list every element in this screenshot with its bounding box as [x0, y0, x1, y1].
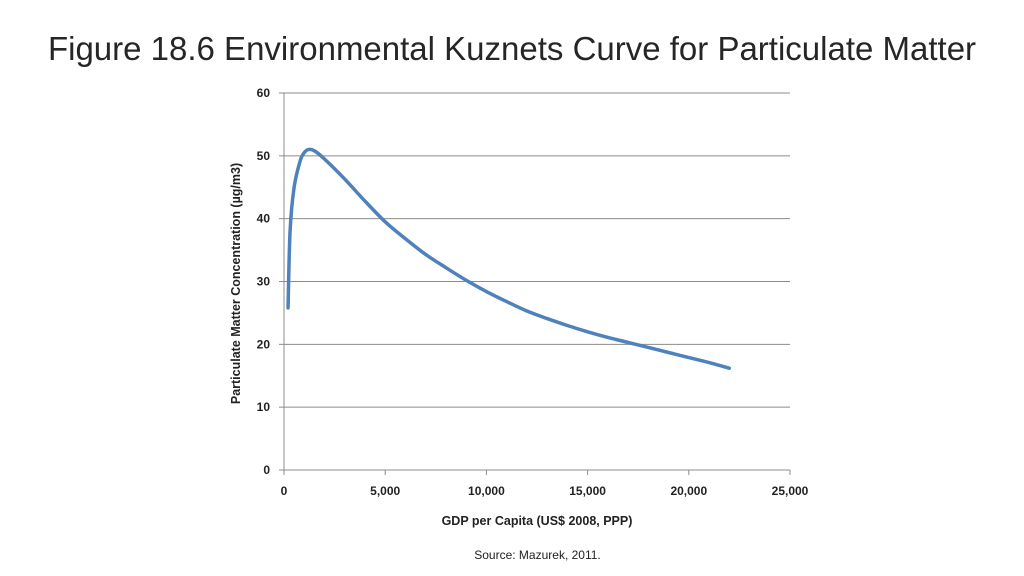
- x-tick-label: 5,000: [370, 484, 400, 498]
- series-group: [286, 147, 732, 370]
- x-tick-label: 15,000: [569, 484, 606, 498]
- y-tick-label: 0: [263, 463, 270, 477]
- y-axis-title: Particulate Matter Concentration (µg/m3): [229, 163, 243, 404]
- y-tick-labels: 0 10 20 30 40 50 60: [257, 86, 271, 477]
- y-tick-label: 50: [257, 149, 271, 163]
- y-tick-label: 20: [257, 337, 271, 351]
- x-axis-title: GDP per Capita (US$ 2008, PPP): [442, 514, 633, 528]
- y-tick-label: 40: [257, 212, 271, 226]
- gridlines: [284, 92, 790, 408]
- series-line-0: [286, 147, 732, 370]
- x-tick-label: 0: [281, 484, 288, 498]
- source-note: Source: Mazurek, 2011.: [474, 548, 601, 562]
- axes: [279, 92, 791, 475]
- x-tick-labels: 0 5,000 10,000 15,000 20,000 25,000: [281, 484, 809, 498]
- x-tick-label: 25,000: [772, 484, 809, 498]
- y-tick-label: 30: [257, 275, 271, 289]
- y-tick-label: 60: [257, 86, 271, 100]
- slide-title: Figure 18.6 Environmental Kuznets Curve …: [47, 30, 977, 67]
- x-tick-label: 10,000: [468, 484, 505, 498]
- y-tick-label: 10: [257, 400, 271, 414]
- x-tick-label: 20,000: [670, 484, 707, 498]
